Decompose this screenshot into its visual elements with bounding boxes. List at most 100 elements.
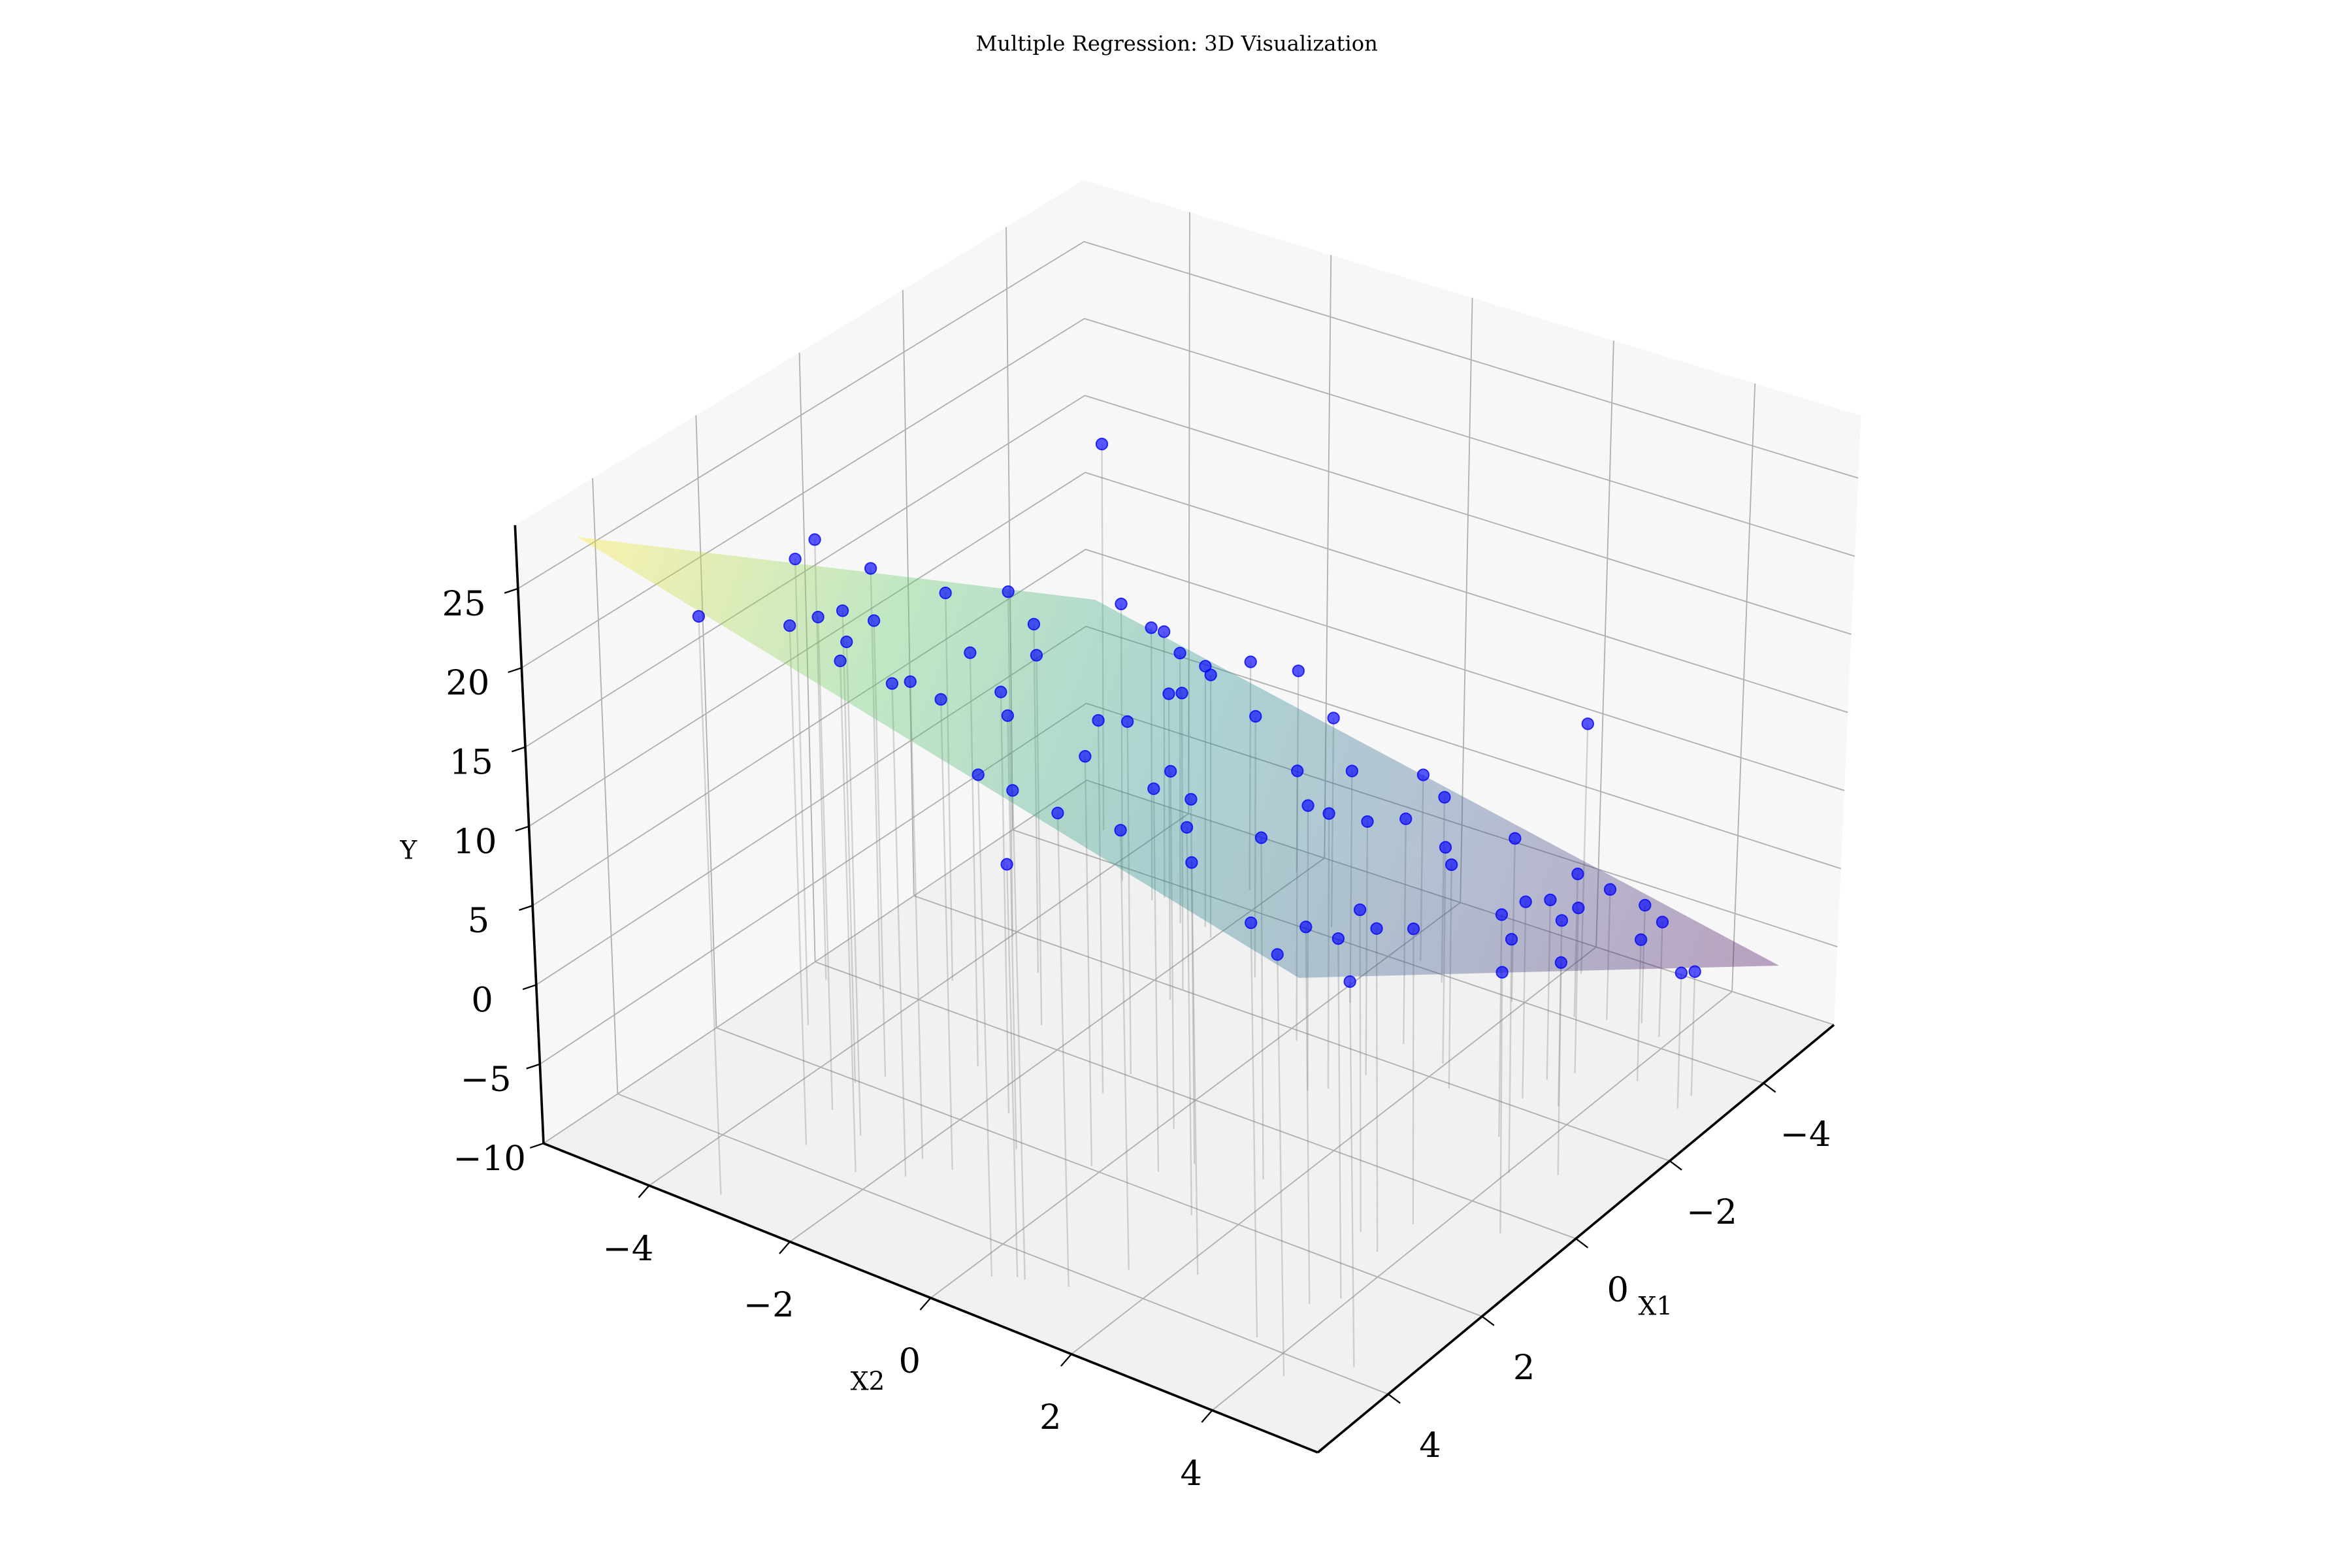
data-point <box>1271 948 1284 961</box>
drop-line <box>1499 972 1503 1233</box>
data-point <box>1331 932 1345 945</box>
data-point <box>1544 893 1557 907</box>
x2-tick-label: 4 <box>1180 1454 1202 1494</box>
data-point <box>1185 856 1198 869</box>
drop-line <box>891 683 907 1177</box>
drop-line <box>1190 862 1199 1275</box>
data-point <box>1581 717 1594 730</box>
x1-tick <box>1763 1082 1776 1093</box>
data-point <box>972 768 985 781</box>
data-point <box>1299 921 1313 934</box>
regression-surface <box>577 536 1780 978</box>
drop-line <box>817 617 834 1110</box>
data-point <box>1175 687 1188 700</box>
data-point <box>1554 956 1568 969</box>
data-point <box>1416 768 1430 781</box>
data-point <box>1027 617 1041 631</box>
data-point <box>1291 764 1304 777</box>
x1-axis-line <box>1316 1024 1835 1454</box>
y-tick-label: 0 <box>471 980 493 1020</box>
data-point <box>1292 664 1305 678</box>
drop-line <box>977 774 993 1277</box>
drop-line <box>839 661 857 1173</box>
data-point <box>811 610 825 624</box>
data-point <box>1674 966 1688 979</box>
drop-line <box>1305 926 1311 1304</box>
data-point <box>1361 815 1374 828</box>
y-tick <box>519 905 533 911</box>
drop-line <box>1412 928 1414 1224</box>
data-point <box>1158 625 1171 638</box>
y-tick-label: 15 <box>449 743 493 783</box>
data-point <box>1495 908 1509 921</box>
data-point <box>1030 649 1043 662</box>
data-point <box>1180 821 1194 834</box>
x2-tick-label: 0 <box>899 1341 921 1381</box>
drop-line <box>1011 790 1026 1280</box>
x1-tick-label: 2 <box>1513 1348 1535 1388</box>
x1-tick-label: −4 <box>1780 1115 1831 1154</box>
x1-axis-label: X1 <box>1638 1292 1673 1322</box>
x1-tick <box>1575 1237 1589 1249</box>
drop-line <box>698 616 722 1195</box>
data-point <box>1245 916 1258 930</box>
data-point <box>1603 883 1617 896</box>
data-point <box>1173 646 1186 660</box>
data-point <box>1204 668 1217 681</box>
x2-tick <box>1060 1353 1072 1367</box>
drop-line <box>1337 938 1342 1299</box>
x1-tick-label: 4 <box>1419 1426 1441 1465</box>
y-tick <box>508 667 522 674</box>
data-point <box>934 693 947 706</box>
x1-tick-label: 0 <box>1607 1270 1629 1310</box>
data-point <box>1571 868 1584 881</box>
data-point <box>1439 841 1452 854</box>
data-point <box>1639 898 1652 912</box>
data-point <box>783 619 796 632</box>
drop-line <box>909 681 924 1159</box>
data-point <box>1519 895 1532 908</box>
x2-axis-label: X2 <box>851 1367 885 1397</box>
grid-line <box>532 548 1845 906</box>
data-point <box>904 675 917 688</box>
x2-tick <box>779 1241 791 1254</box>
data-point <box>1509 832 1522 845</box>
data-point <box>994 685 1007 698</box>
data-point <box>1635 933 1648 946</box>
data-point <box>1115 597 1128 611</box>
drop-line <box>845 642 862 1136</box>
data-point <box>964 646 977 659</box>
data-point <box>867 614 881 627</box>
drop-line <box>1690 972 1696 1096</box>
data-point <box>939 586 952 600</box>
x1-tick-label: −2 <box>1686 1192 1737 1232</box>
grid-line <box>525 395 1852 748</box>
x2-tick <box>1201 1409 1213 1423</box>
y-tick <box>504 587 519 594</box>
x1-tick <box>1481 1315 1495 1326</box>
data-point <box>1006 784 1019 797</box>
y-axis-label: Y <box>399 836 417 865</box>
data-point <box>1327 711 1340 725</box>
grid-line <box>529 472 1848 827</box>
drop-line <box>939 699 953 1170</box>
y-tick-label: 20 <box>446 663 489 703</box>
data-point <box>840 635 853 649</box>
x2-tick <box>919 1297 932 1311</box>
data-point <box>885 677 899 690</box>
x2-tick-label: 2 <box>1039 1397 1062 1437</box>
y-tick-label: −10 <box>453 1139 526 1179</box>
data-point <box>1572 902 1585 915</box>
grid-line <box>517 240 1859 589</box>
data-point <box>1147 782 1160 795</box>
x2-tick-label: −4 <box>602 1229 653 1269</box>
data-point <box>1345 764 1359 777</box>
y-tick-label: −5 <box>461 1060 512 1100</box>
data-point <box>1495 966 1509 979</box>
grid-line <box>521 318 1855 668</box>
data-point <box>1254 831 1268 844</box>
data-point <box>1399 812 1413 825</box>
data-point <box>1184 792 1198 806</box>
x2-tick-label: −2 <box>743 1285 794 1325</box>
